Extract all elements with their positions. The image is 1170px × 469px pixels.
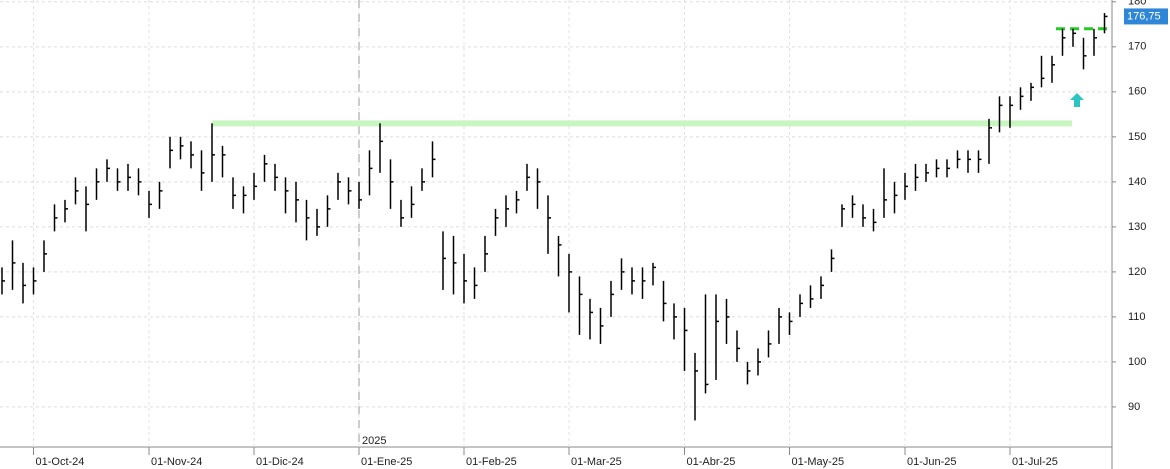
y-tick-label: 150 — [1128, 131, 1146, 143]
x-tick-label: 01-Dic-24 — [256, 456, 304, 468]
x-tick-label: 01-Jun-25 — [907, 456, 957, 468]
y-tick-label: 90 — [1128, 401, 1140, 413]
y-tick-label: 160 — [1128, 86, 1146, 98]
year-label: 2025 — [362, 435, 386, 447]
x-tick-label: 01-Feb-25 — [466, 456, 517, 468]
x-tick-label: 01-Abr-25 — [687, 456, 736, 468]
y-tick-label: 110 — [1128, 311, 1146, 323]
last-price-label: 176,75 — [1127, 10, 1161, 22]
x-tick-label: 01-Jul-25 — [1012, 456, 1058, 468]
x-tick-label: 01-Mar-25 — [571, 456, 622, 468]
x-tick-label: 01-Nov-24 — [151, 456, 202, 468]
x-tick-label: 01-May-25 — [792, 456, 845, 468]
y-tick-label: 180 — [1128, 0, 1146, 8]
y-tick-label: 100 — [1128, 356, 1146, 368]
y-tick-label: 120 — [1128, 266, 1146, 278]
y-tick-label: 140 — [1128, 176, 1146, 188]
y-tick-label: 130 — [1128, 221, 1146, 233]
x-tick-label: 01-Ene-25 — [361, 456, 412, 468]
y-tick-label: 170 — [1128, 41, 1146, 53]
last-price-box — [1124, 8, 1168, 25]
x-tick-label: 01-Oct-24 — [36, 456, 85, 468]
arrow-icon — [1070, 93, 1084, 107]
